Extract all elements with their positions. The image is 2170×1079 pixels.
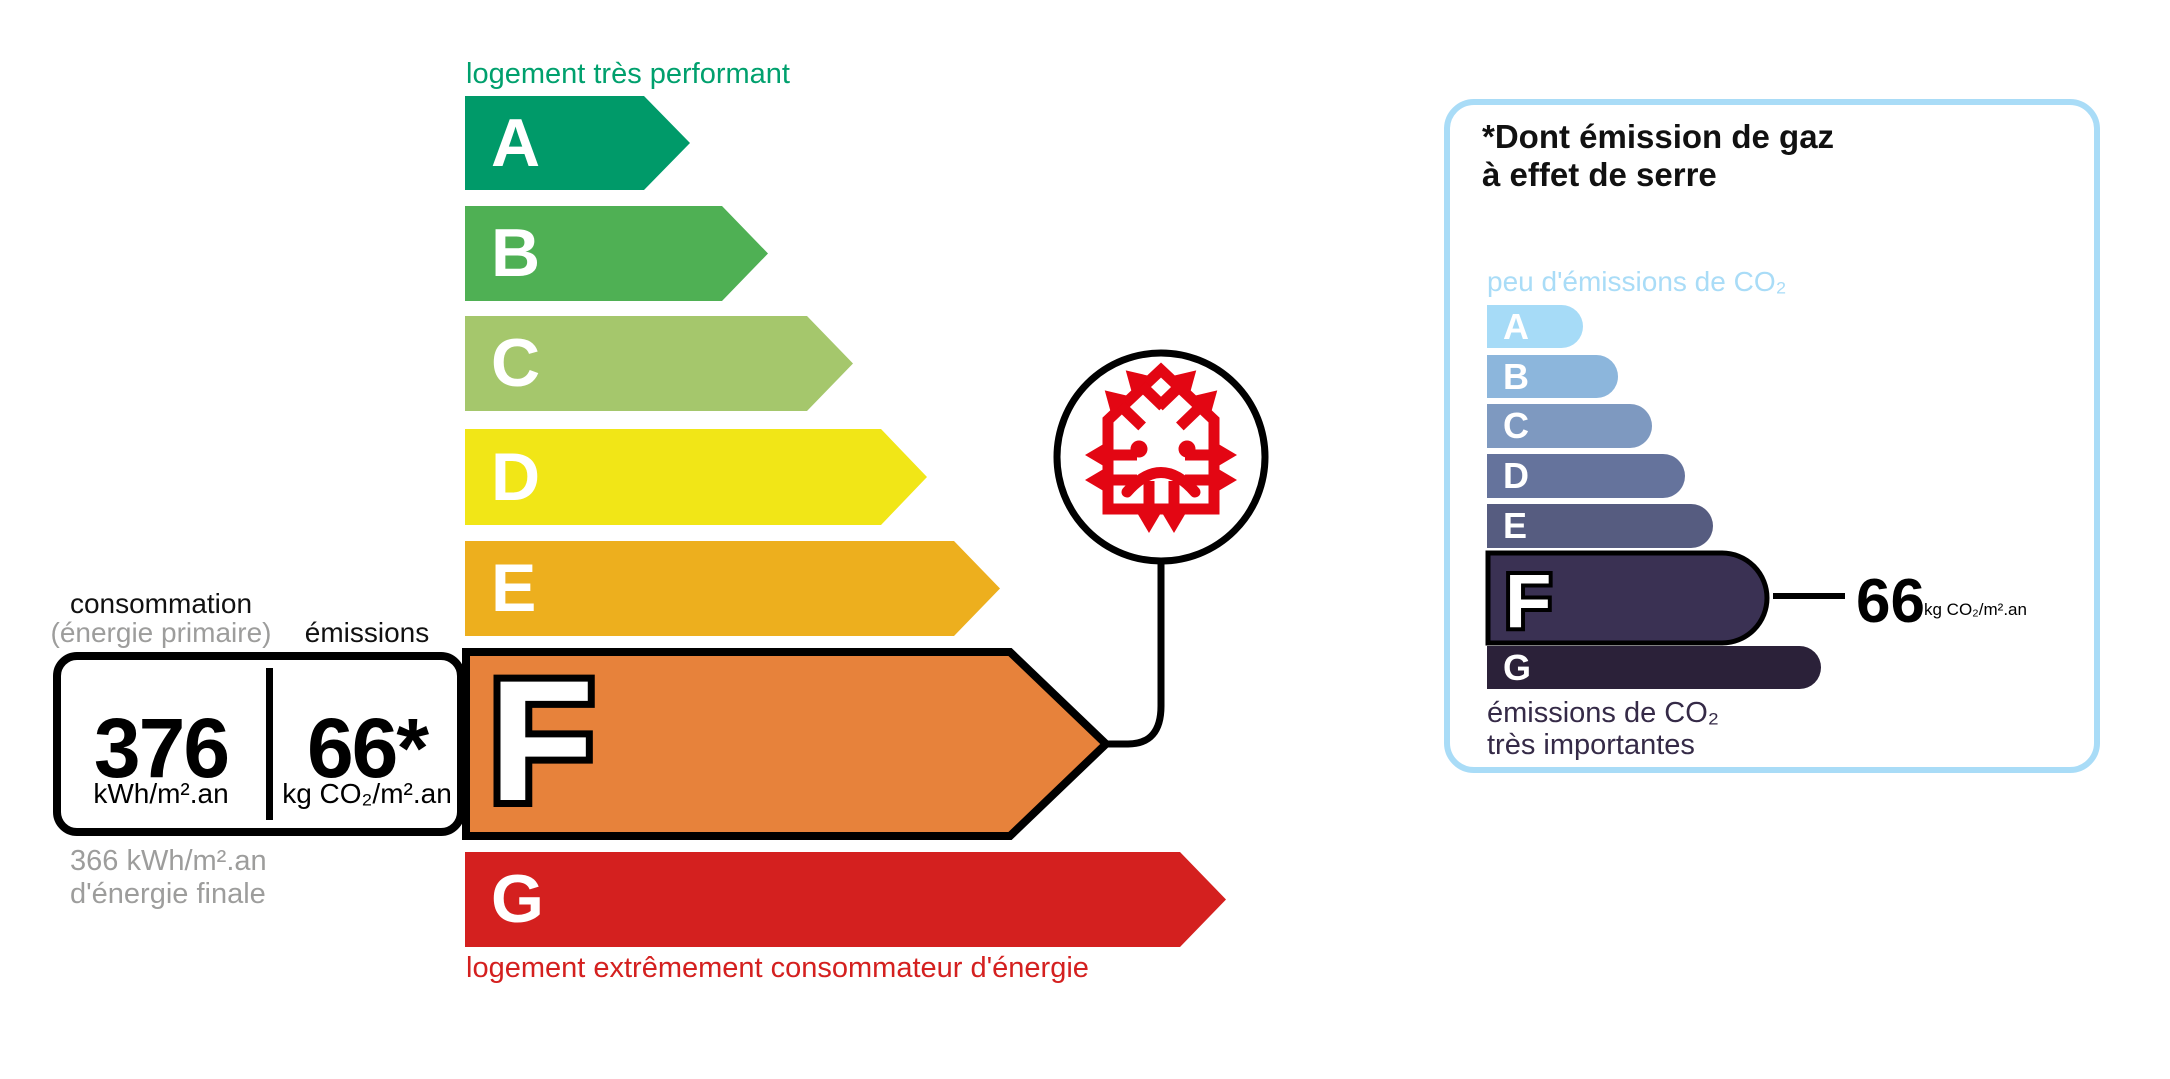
final-energy-note: 366 kWh/m².an d'énergie finale — [70, 845, 267, 911]
energy-bar-letter-A: A — [491, 105, 541, 181]
energy-bar-letter-G: G — [491, 861, 544, 937]
co2-callout-line — [1773, 593, 1845, 599]
co2-high-emissions-line1: émissions de CO₂ — [1487, 697, 1720, 729]
energy-bar-letter-B: B — [491, 215, 541, 291]
consumption-header: consommation — [69, 588, 253, 619]
current-class-arrow: F — [462, 648, 1111, 840]
emissions-value: 66* — [306, 701, 429, 795]
energy-bar-letter-E: E — [491, 550, 537, 626]
co2-high-emissions-line2: très importantes — [1487, 729, 1695, 762]
co2-current-class-shape — [1485, 550, 1770, 646]
co2-current-class-bar: F — [1485, 550, 1770, 646]
energy-bar-letter-C: C — [491, 325, 541, 401]
co2-callout-value: 66 — [1856, 567, 1925, 636]
co2-bar-letter-A: A — [1503, 306, 1529, 347]
co2-panel-title-line1: *Dont émission de gaz — [1482, 118, 1835, 155]
co2-high-emissions-label: émissions de CO₂ très importantes — [1487, 697, 1719, 762]
heat-arrows — [1085, 370, 1237, 533]
energy-bar-G: G — [465, 852, 1226, 947]
energy-bar-C: C — [465, 316, 853, 411]
heat-loss-sad-house-icon — [1085, 362, 1237, 533]
top-performance-label: logement très performant — [466, 58, 790, 90]
heat-loss-callout — [1053, 349, 1269, 748]
co2-bar-E: E — [1487, 504, 1713, 548]
callout-connector-line — [1105, 562, 1165, 748]
current-class-letter: F — [489, 648, 594, 837]
consumption-value-box — [53, 652, 465, 836]
co2-low-emissions-label: peu d'émissions de CO₂ — [1487, 266, 1787, 297]
energy-bar-E: E — [465, 541, 1000, 636]
co2-bar-B: B — [1487, 355, 1618, 398]
co2-bar-letter-C: C — [1503, 405, 1529, 446]
emissions-unit: kg CO₂/m².an — [282, 778, 452, 809]
energy-bar-B: B — [465, 206, 768, 301]
primary-energy-unit: kWh/m².an — [93, 778, 229, 809]
bottom-consumption-label: logement extrêmement consommateur d'éner… — [466, 952, 1089, 984]
co2-bar-D: D — [1487, 454, 1685, 498]
energy-bar-letter-D: D — [491, 439, 541, 515]
co2-callout-unit: kg CO₂/m².an — [1924, 600, 2027, 619]
current-class-arrow-shape — [462, 648, 1111, 840]
co2-panel-title: *Dont émission de gaz à effet de serre — [1482, 118, 1834, 195]
value-box-divider — [266, 668, 273, 820]
co2-bar-letter-G: G — [1503, 647, 1532, 688]
energy-bar-A: A — [465, 96, 690, 190]
energy-bar-D: D — [465, 429, 927, 525]
primary-energy-subheader: (énergie primaire) — [50, 617, 272, 648]
co2-bar-A: A — [1487, 305, 1583, 348]
co2-bar-letter-B: B — [1503, 356, 1529, 397]
co2-bar-G: G — [1487, 646, 1821, 689]
final-energy-line1: 366 kWh/m².an — [70, 845, 267, 877]
co2-current-class-letter: F — [1505, 559, 1551, 644]
callout-circle — [1053, 349, 1269, 565]
co2-bar-letter-D: D — [1503, 455, 1529, 496]
co2-panel-title-line2: à effet de serre — [1482, 156, 1717, 194]
co2-bar-letter-E: E — [1503, 505, 1528, 546]
primary-energy-value: 376 — [93, 701, 230, 795]
final-energy-line2: d'énergie finale — [70, 878, 266, 911]
co2-bar-C: C — [1487, 404, 1652, 448]
emissions-header: émissions — [304, 617, 430, 648]
